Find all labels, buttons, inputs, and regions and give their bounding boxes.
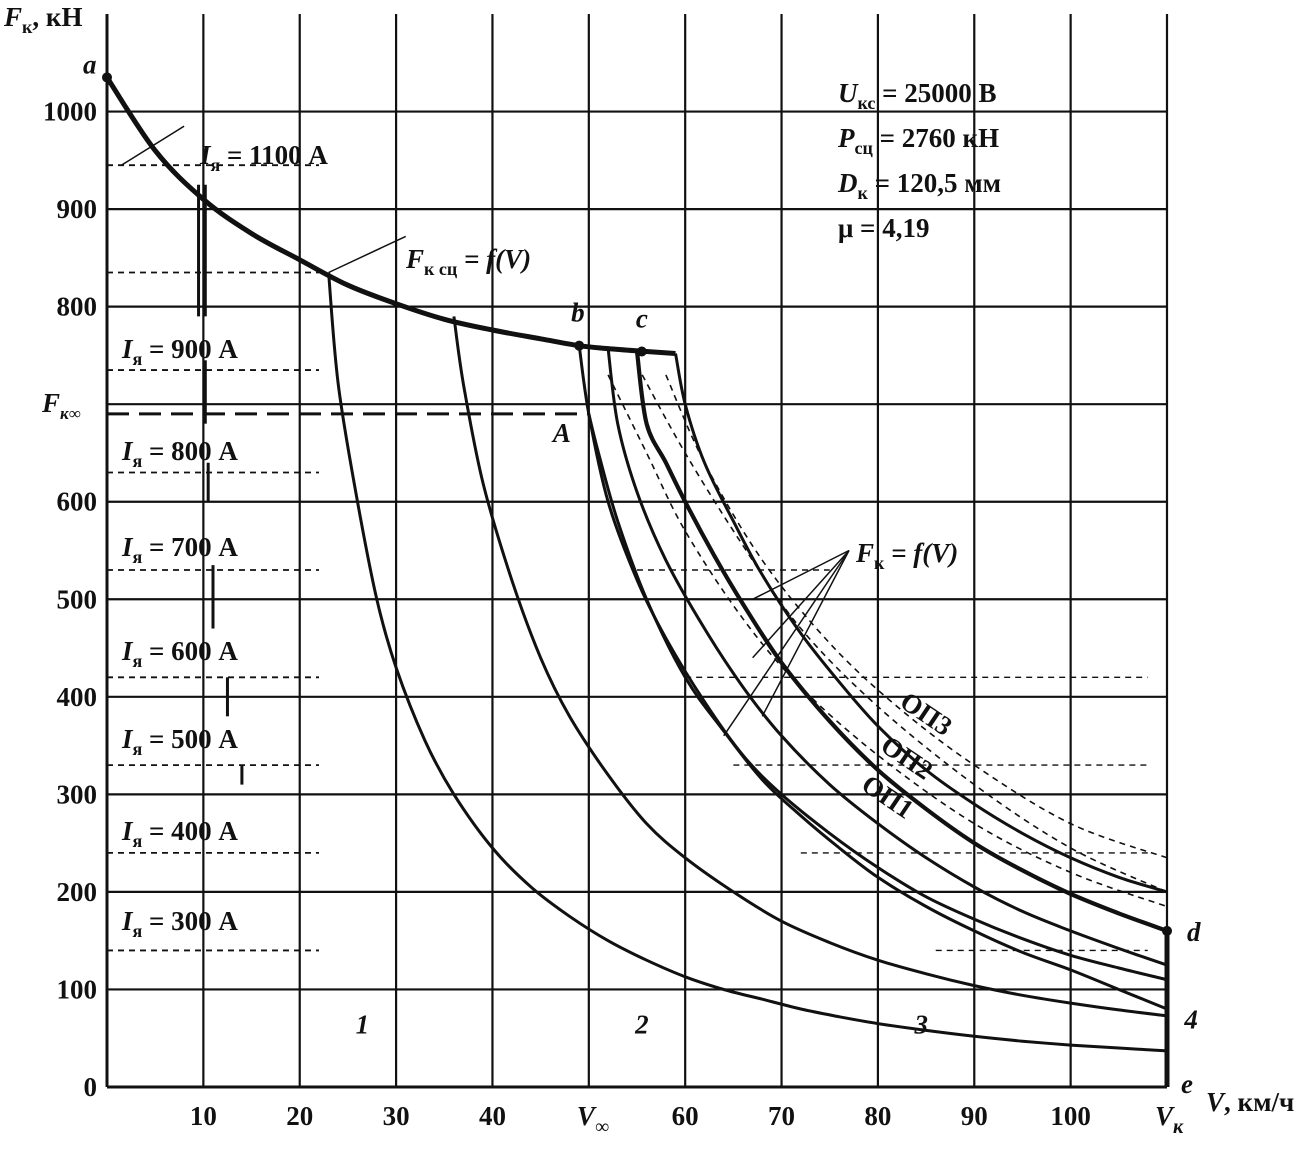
series-layer xyxy=(102,72,1172,1087)
current-label: Iя = 1100 А xyxy=(199,140,328,175)
point-label-A: A xyxy=(551,418,571,448)
current-label: Iя = 800 А xyxy=(121,436,238,471)
y-tick-label: 1000 xyxy=(43,97,97,127)
x-tick-label: 10 xyxy=(190,1101,217,1131)
y-tick-label: 0 xyxy=(84,1072,98,1102)
curve-number-label: 1 xyxy=(356,1010,370,1040)
series-ОП3 xyxy=(674,353,1168,894)
y-tick-label: 200 xyxy=(57,877,98,907)
x-tick-label: 70 xyxy=(768,1101,795,1131)
y-tick-label: 600 xyxy=(57,487,98,517)
series-ОП2 xyxy=(634,351,1168,933)
current-label: Iя = 900 А xyxy=(121,334,238,369)
x-axis-label: V, км/ч xyxy=(1206,1087,1294,1117)
x-tick-label: 60 xyxy=(672,1101,699,1131)
auxiliary-lines xyxy=(121,125,850,785)
leader-traction xyxy=(761,550,850,717)
y-tick-label: 900 xyxy=(57,194,98,224)
point-d xyxy=(1162,925,1172,936)
x-tick-label: V∞ xyxy=(577,1101,609,1138)
current-label: Iя = 600 А xyxy=(121,636,238,671)
curve-number-label: 4 xyxy=(1183,1005,1198,1035)
curve-number-label: 3 xyxy=(914,1010,929,1040)
transition-dash-curve xyxy=(607,374,1168,908)
current-label: Iя = 500 А xyxy=(121,724,238,759)
transition-dash-curve xyxy=(636,364,1168,893)
x-tick-label: 30 xyxy=(383,1101,410,1131)
text-layer: 0 100 200 300 400 500 600 Fк∞ 800 900 1000 10 20 30 40… xyxy=(3,2,1294,1138)
parameter-text: μ = 4,19 xyxy=(838,213,929,243)
series-1 xyxy=(327,272,1168,1053)
x-tick-label: 40 xyxy=(479,1101,506,1131)
parameter-text: Pсц = 2760 кН xyxy=(837,123,999,158)
x-tick-label: 80 xyxy=(864,1101,891,1131)
series-label-ОП3: ОП3 xyxy=(895,686,958,742)
adhesion-curve-label: Fк сц = f(V) xyxy=(405,244,531,279)
parameter-text: Dк = 120,5 мм xyxy=(837,168,1001,203)
current-level-lines xyxy=(107,164,1168,952)
x-tick-label: 20 xyxy=(286,1101,313,1131)
y-tick-label: 100 xyxy=(57,974,98,1004)
leader-traction xyxy=(752,549,850,600)
x-tick-label: 90 xyxy=(961,1101,988,1131)
leader-traction xyxy=(723,550,850,737)
current-label: Iя = 700 А xyxy=(121,532,238,567)
grid-layer xyxy=(105,14,1169,1089)
curve-number-label: 2 xyxy=(634,1010,649,1040)
leader-traction xyxy=(752,549,850,659)
point-label-e: e xyxy=(1181,1069,1193,1099)
y-axis-label: Fк, кН xyxy=(3,2,82,37)
series-3 xyxy=(577,345,1168,982)
y-tick-label: Fк∞ xyxy=(41,388,81,423)
series-2 xyxy=(452,316,1168,1018)
point-label-d: d xyxy=(1187,917,1201,947)
x-tick-label: 100 xyxy=(1050,1101,1091,1131)
parameter-text: Uкс = 25000 В xyxy=(838,78,997,113)
leader-adhesion xyxy=(328,235,407,274)
point-c xyxy=(636,346,647,357)
y-tick-label: 500 xyxy=(57,584,98,614)
point-label-a: a xyxy=(83,49,97,79)
y-tick-label: 400 xyxy=(57,682,98,712)
point-a xyxy=(102,72,112,83)
y-tick-label: 300 xyxy=(57,779,98,809)
x-tick-label: Vк xyxy=(1155,1101,1184,1138)
series-4 xyxy=(587,413,1168,1011)
y-tick-label: 800 xyxy=(57,292,98,322)
point-label-c: c xyxy=(636,304,648,334)
adhesion-curve xyxy=(104,76,676,356)
traction-curve-label: Fк = f(V) xyxy=(855,538,958,573)
current-label: Iя = 400 А xyxy=(121,816,238,851)
point-b xyxy=(574,340,585,351)
current-label: Iя = 300 А xyxy=(121,906,238,941)
series-ОП1 xyxy=(606,348,1168,967)
point-label-b: b xyxy=(571,298,585,328)
